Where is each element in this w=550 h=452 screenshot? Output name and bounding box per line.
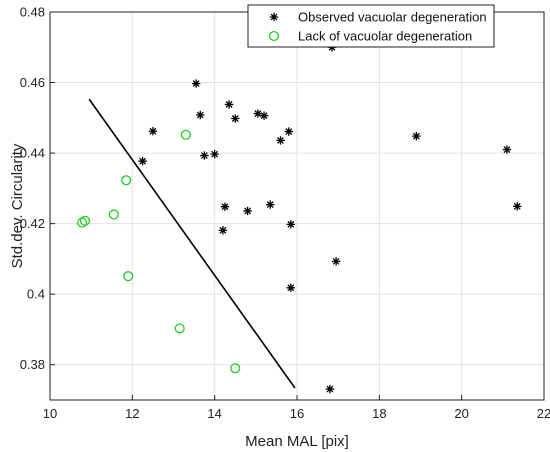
observed-point xyxy=(200,151,209,160)
y-tick-label: 0.46 xyxy=(20,75,45,90)
x-tick-label: 16 xyxy=(290,406,304,421)
observed-point xyxy=(513,202,522,211)
y-tick-label: 0.4 xyxy=(27,287,45,302)
observed-point xyxy=(220,202,230,211)
x-tick-label: 10 xyxy=(43,406,57,421)
y-axis-label: Std.dev. Circularity xyxy=(9,143,26,268)
observed-point xyxy=(218,226,228,235)
observed-point xyxy=(325,384,335,394)
lack-point xyxy=(77,217,88,228)
observed-point xyxy=(284,127,293,136)
x-tick-label: 14 xyxy=(207,406,221,421)
lack-point xyxy=(123,271,134,282)
x-tick-labels: 10 12 14 16 18 20 22 xyxy=(43,406,550,421)
y-tick-label: 0.48 xyxy=(20,5,45,20)
observed-point xyxy=(331,257,341,266)
decision-line-layer xyxy=(88,98,296,389)
lack-point xyxy=(230,363,241,374)
observed-point xyxy=(231,114,240,123)
observed-point xyxy=(138,157,147,166)
legend-entry: Observed vacuolar degeneration xyxy=(269,10,487,25)
observed-point xyxy=(502,145,512,154)
observed-point xyxy=(259,111,269,120)
grid xyxy=(49,11,545,400)
legend-entry: Lack of vacuolar degeneration xyxy=(268,29,472,44)
observed-point xyxy=(286,283,296,293)
lack-point xyxy=(79,215,91,226)
lack-point xyxy=(121,175,132,186)
legend-asterisk-marker xyxy=(269,12,279,22)
x-tick-label: 18 xyxy=(372,406,386,421)
observed-point xyxy=(286,220,296,229)
legend-box xyxy=(247,4,495,48)
x-tick-label: 20 xyxy=(454,406,468,421)
x-axis-label: Mean MAL [pix] xyxy=(245,433,349,450)
lack-point xyxy=(174,323,185,334)
observed-point xyxy=(224,100,234,109)
y-tick-label: 0.44 xyxy=(20,146,45,161)
decision-line xyxy=(88,98,296,389)
legend: Observed vacuolar degeneration Lack of va… xyxy=(247,4,495,48)
observed-point xyxy=(276,136,285,145)
lack-point xyxy=(108,209,119,220)
y-tick-label: 0.42 xyxy=(20,216,45,231)
observed-point xyxy=(412,131,421,141)
observed-point xyxy=(210,149,219,159)
observed-point xyxy=(191,79,201,88)
observed-point xyxy=(253,109,263,118)
y-tick-label: 0.38 xyxy=(20,357,45,372)
observed-point xyxy=(266,200,275,209)
legend-label: Lack of vacuolar degeneration xyxy=(298,29,472,44)
x-tick-label: 22 xyxy=(537,406,550,421)
x-tick-label: 12 xyxy=(125,406,139,421)
legend-circle-marker xyxy=(268,30,280,42)
observed-point xyxy=(196,110,205,120)
lack-point xyxy=(180,129,191,140)
legend-label: Observed vacuolar degeneration xyxy=(298,10,487,25)
legend-items: Observed vacuolar degeneration Lack of va… xyxy=(268,10,487,44)
y-tick-labels: 0.38 0.4 0.42 0.44 0.46 0.48 xyxy=(20,5,45,373)
observed-point xyxy=(148,127,158,136)
observed-point xyxy=(243,206,252,216)
